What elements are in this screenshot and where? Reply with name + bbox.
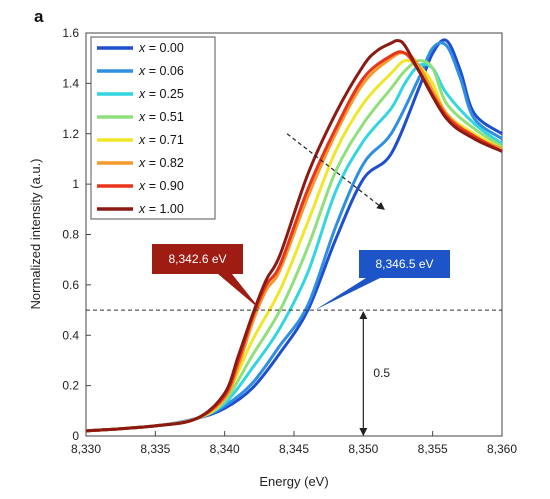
callout-left-text: 8,342.6 eV (168, 252, 226, 266)
x-tick-label: 8,330 (71, 442, 101, 456)
y-tick-label: 1 (72, 177, 79, 191)
callout-left-box (152, 244, 243, 274)
annotations: 0.5 8,342.6 eV 8,346.5 eV (152, 133, 450, 436)
panel-label: a (34, 7, 44, 26)
x-tick-label: 8,350 (348, 442, 378, 456)
y-tick-label: 1.2 (62, 127, 79, 141)
legend: x = 0.00 x = 0.06 x = 0.25 x = 0.51 x = 0.71… (90, 36, 216, 220)
y-tick-label: 0.4 (62, 328, 79, 342)
callout-right-pointer (314, 278, 380, 311)
legend-entry: x = 0.90 (138, 179, 184, 193)
legend-entry: x = 0.06 (138, 64, 184, 78)
half-height-label: 0.5 (373, 366, 390, 380)
legend-entry: x = 0.25 (138, 87, 184, 101)
y-axis-label: Normalized intensity (a.u.) (28, 159, 43, 310)
x-tick-label: 8,355 (418, 442, 448, 456)
y-tick-label: 1.4 (62, 76, 79, 90)
legend-box (90, 36, 216, 220)
callout-right-text: 8,346.5 eV (375, 257, 433, 271)
callout-right-box (359, 250, 450, 278)
y-tick-label: 0.2 (62, 379, 79, 393)
callout-left-pointer (218, 274, 261, 311)
legend-entry: x = 1.00 (138, 202, 184, 216)
x-tick-label: 8,345 (279, 442, 309, 456)
series-lines (85, 38, 503, 433)
y-tick-label: 0.6 (62, 278, 79, 292)
y-tick-label: 0.8 (62, 228, 79, 242)
series-line-7 (85, 38, 503, 433)
x-tick-label: 8,340 (210, 442, 240, 456)
x-tick-label: 8,360 (487, 442, 517, 456)
y-tick-label: 1.6 (62, 26, 79, 40)
legend-entry: x = 0.51 (138, 110, 184, 124)
x-axis-label: Energy (eV) (259, 474, 328, 489)
y-tick-label: 0 (72, 429, 79, 443)
legend-entry: x = 0.71 (138, 133, 184, 147)
legend-entry: x = 0.82 (138, 156, 184, 170)
legend-entry: x = 0.00 (138, 41, 184, 55)
x-tick-label: 8,335 (140, 442, 170, 456)
axis-ticks: 8,330 8,335 8,340 8,345 8,350 8,355 8,360 0 0.2 0… (62, 26, 517, 456)
